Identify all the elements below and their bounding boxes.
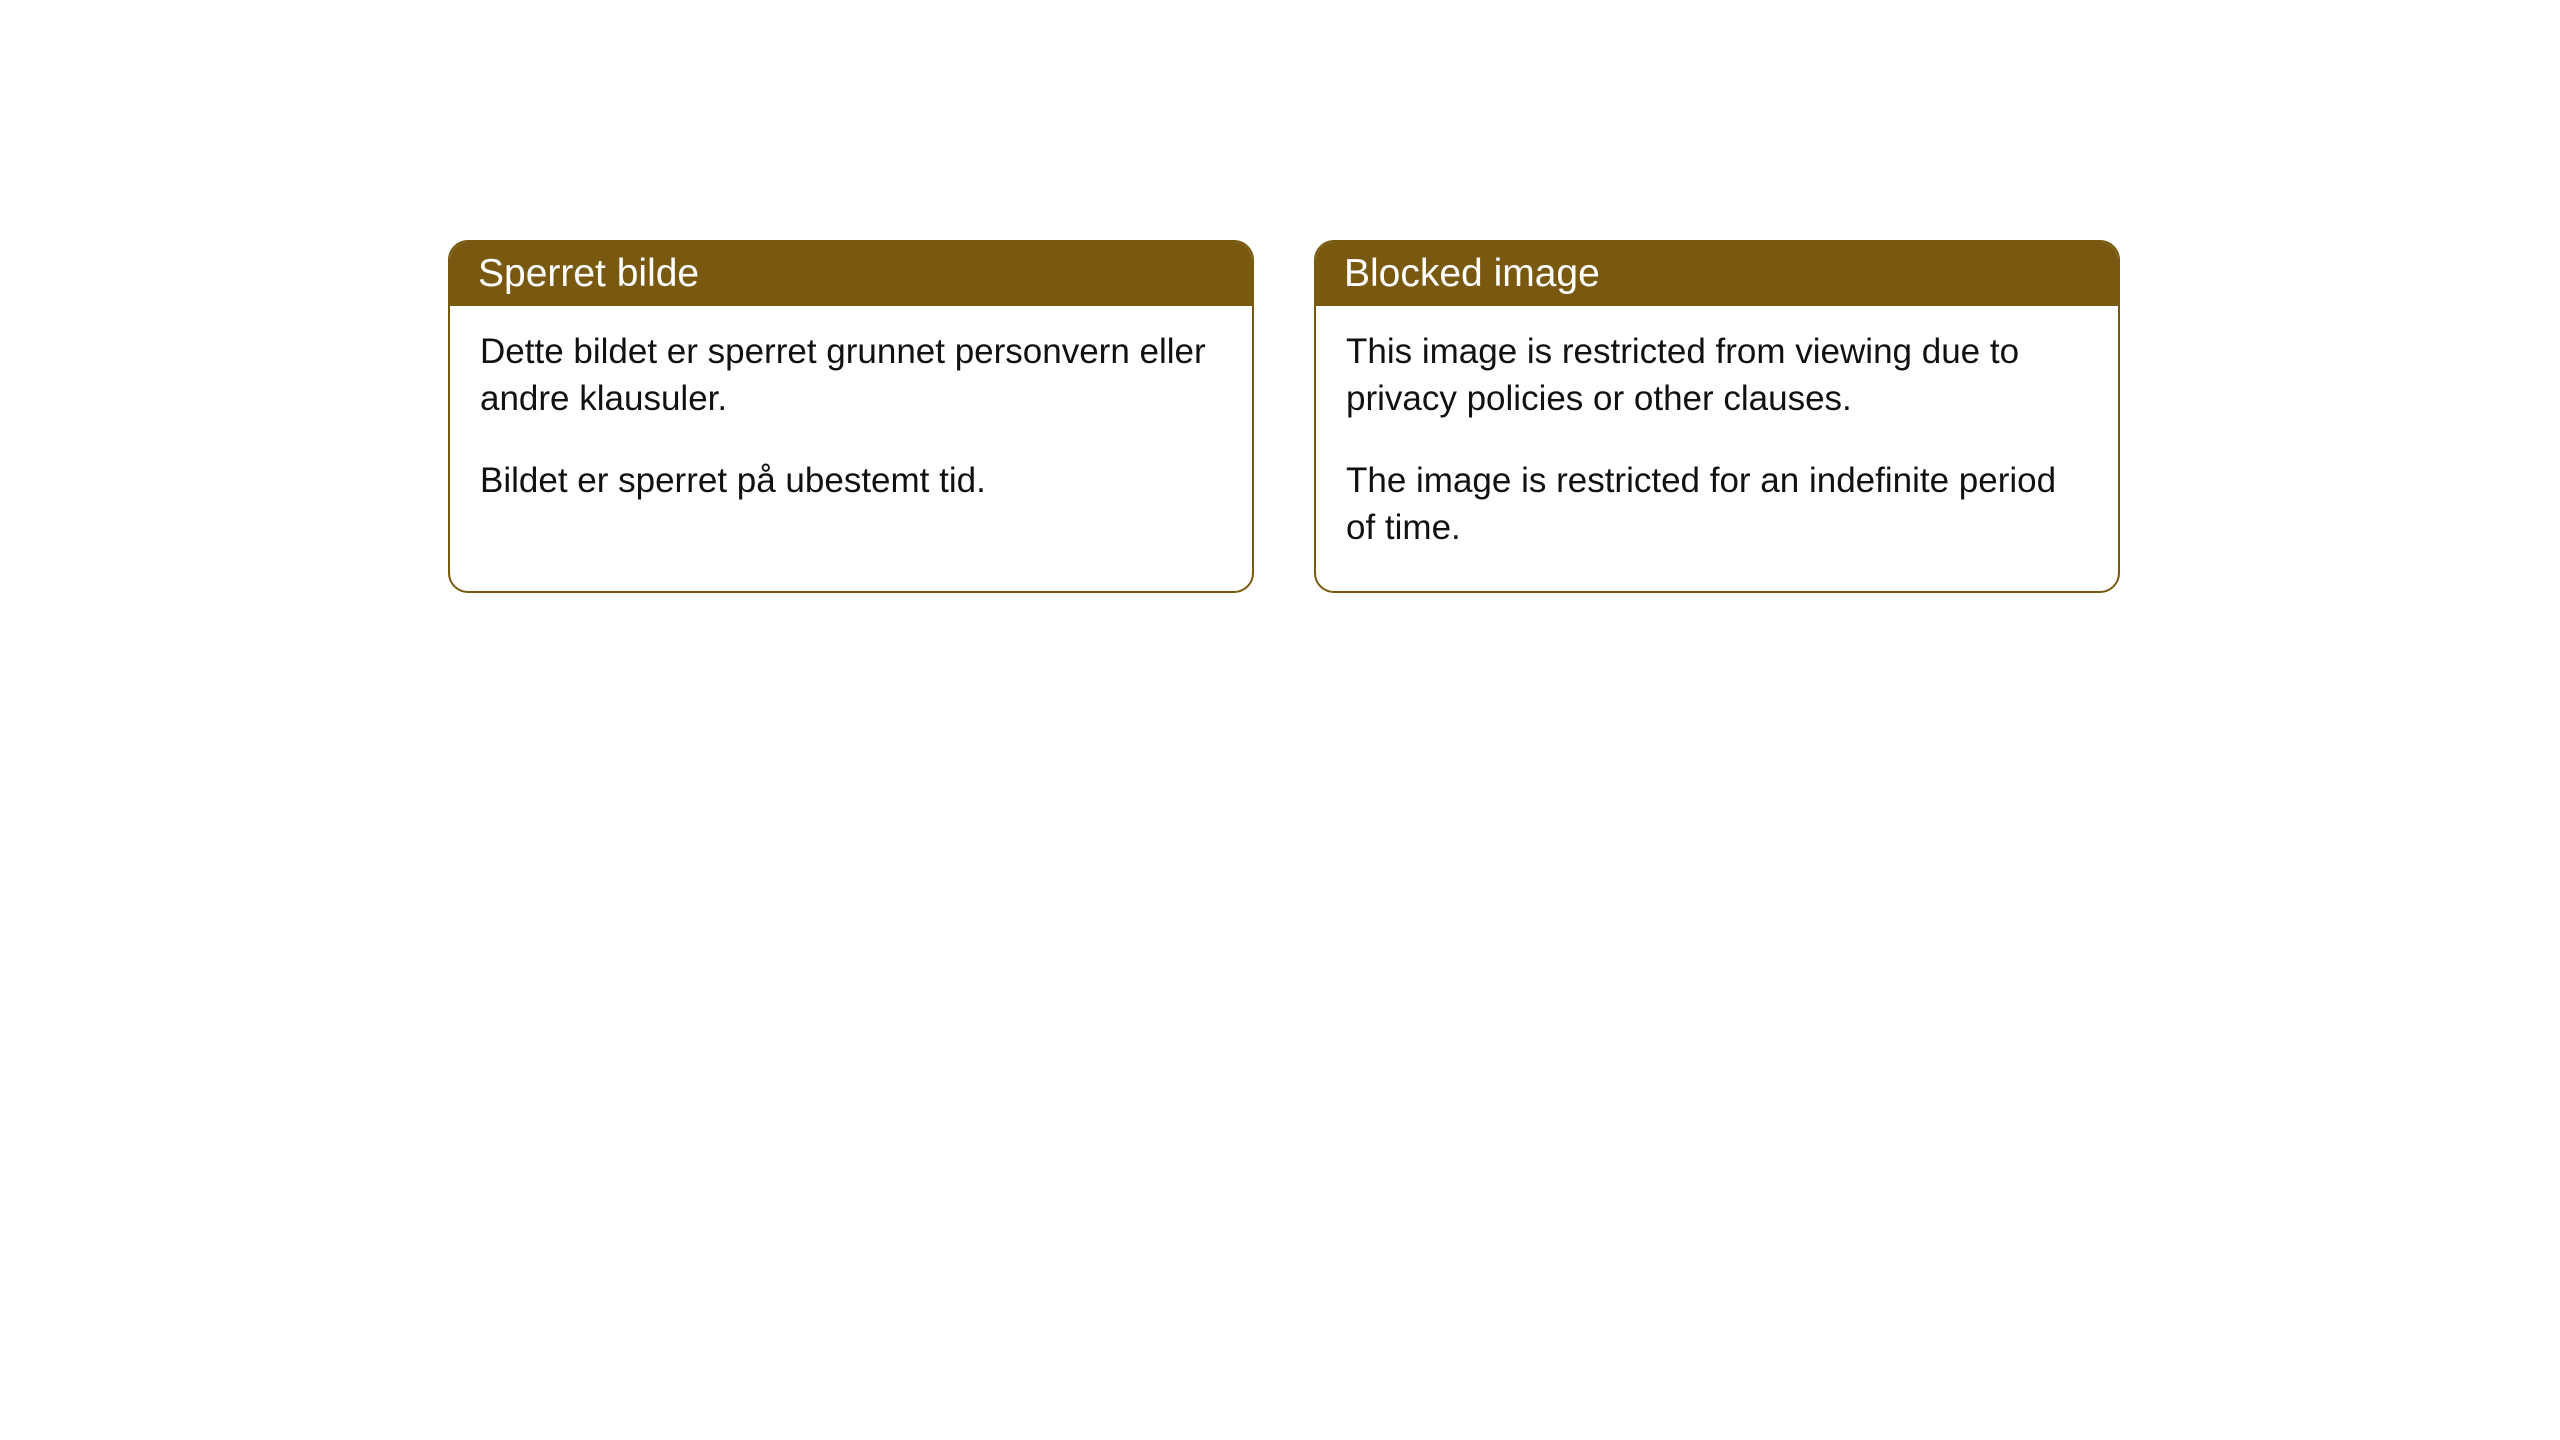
card-paragraph: The image is restricted for an indefinit…	[1346, 457, 2088, 552]
card-paragraph: Bildet er sperret på ubestemt tid.	[480, 457, 1222, 504]
card-paragraph: Dette bildet er sperret grunnet personve…	[480, 328, 1222, 423]
card-paragraph: This image is restricted from viewing du…	[1346, 328, 2088, 423]
card-title: Sperret bilde	[478, 252, 699, 295]
card-body: Dette bildet er sperret grunnet personve…	[450, 306, 1252, 544]
card-header: Blocked image	[1316, 242, 2118, 306]
blocked-image-card-english: Blocked image This image is restricted f…	[1314, 240, 2120, 593]
card-header: Sperret bilde	[450, 242, 1252, 306]
card-title: Blocked image	[1344, 252, 1600, 295]
notice-cards-container: Sperret bilde Dette bildet er sperret gr…	[0, 0, 2560, 593]
blocked-image-card-norwegian: Sperret bilde Dette bildet er sperret gr…	[448, 240, 1254, 593]
card-body: This image is restricted from viewing du…	[1316, 306, 2118, 591]
